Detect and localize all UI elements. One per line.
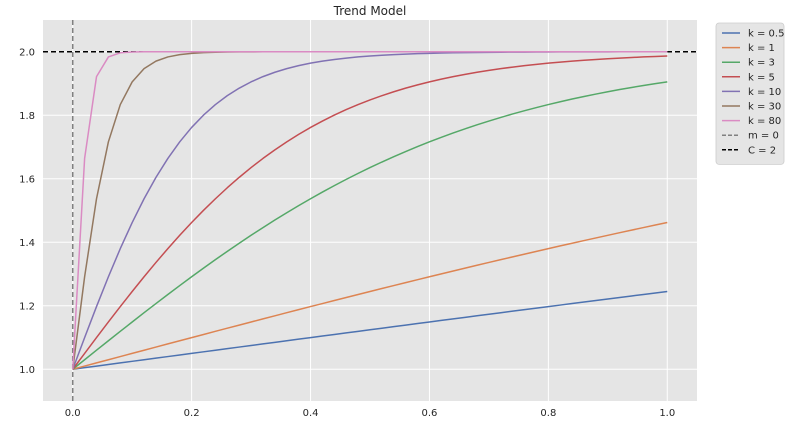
y-axis-ticks: 1.0 1.2 1.4 1.6 1.8 2.0 [19,47,35,376]
y-tick-label: 1.6 [19,174,35,185]
series-line-k-1 [72,221,668,370]
y-tick-label: 1.2 [19,301,35,312]
legend-label: C = 2 [748,145,776,156]
x-tick-label: 0.0 [65,408,81,419]
series-lines [71,51,668,370]
chart-title: Trend Model [333,4,407,18]
y-tick-label: 2.0 [19,47,35,58]
x-tick-label: 0.2 [184,408,200,419]
series-line-k-3 [72,81,668,370]
legend-label: k = 30 [748,102,781,113]
series-line-k-80 [71,51,668,370]
y-tick-label: 1.4 [19,238,35,249]
legend-label: k = 1 [748,43,775,54]
legend-box [715,22,785,165]
series-line-k-0-5 [72,290,668,370]
y-tick-label: 1.8 [19,111,35,122]
plot-area [43,20,697,401]
legend-label: k = 5 [748,72,775,83]
x-tick-label: 0.4 [303,408,319,419]
x-axis-ticks: 0.0 0.2 0.4 0.6 0.8 1.0 [65,408,675,419]
x-tick-label: 1.0 [659,408,675,419]
y-tick-label: 1.0 [19,365,35,376]
legend-label: k = 80 [748,116,781,127]
x-tick-label: 0.6 [422,408,438,419]
legend-label: m = 0 [748,131,779,142]
series-line-k-5 [72,55,668,370]
legend-label: k = 10 [748,87,781,98]
x-tick-label: 0.8 [540,408,556,419]
legend-label: k = 0.5 [748,29,784,40]
legend-label: k = 3 [748,58,775,69]
legend: k = 0.5 k = 1 k = 3 k = 5 k = 10 k = 30 k = 80… [715,22,785,165]
